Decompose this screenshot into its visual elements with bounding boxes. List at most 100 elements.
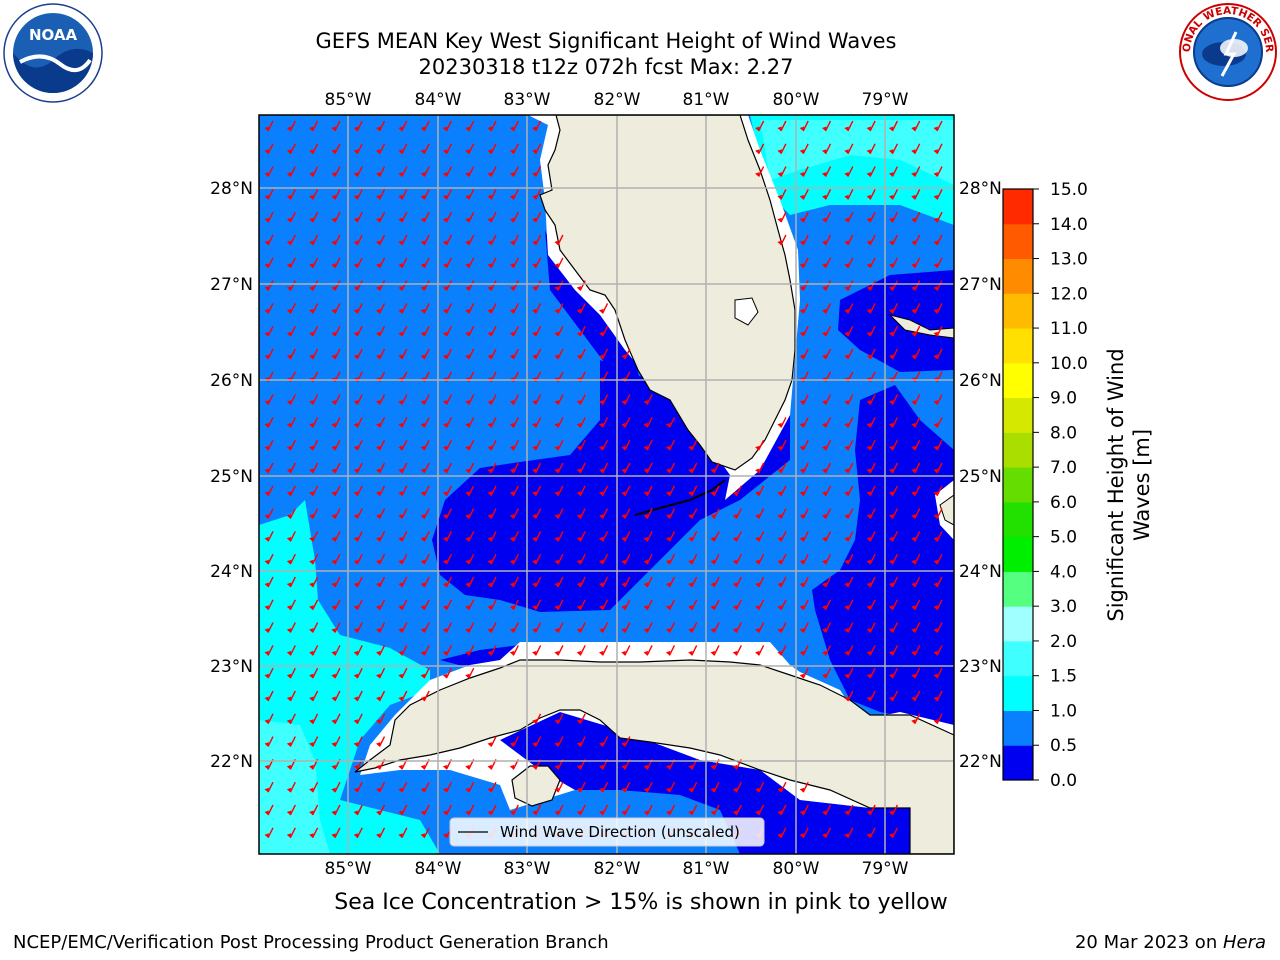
wave-arrow-168: [844, 280, 854, 291]
colorbar-segment-3: [1003, 640, 1033, 677]
wave-arrow-233: [576, 348, 586, 360]
wave-arrow-236: [799, 348, 809, 360]
wave-arrow-151: [264, 280, 274, 291]
wave-arrow-237: [822, 348, 832, 360]
wave-arrow-663: [554, 713, 564, 725]
wave-arrow-635: [465, 667, 475, 679]
wave-arrow-195: [933, 303, 943, 314]
wave-arrow-97: [487, 211, 497, 223]
wave-arrow-394: [621, 485, 631, 497]
wave-arrow-450: [487, 531, 497, 542]
wave-arrow-713: [554, 781, 564, 793]
wave-arrow-667: [264, 736, 274, 747]
wave-arrow-594: [933, 622, 943, 633]
colorbar-ticks: 0.0 0.5 1.0 1.5 2.0 3.0 4.0 5.0 6.0 7.0 8.0 9.0 10.0…: [1033, 180, 1088, 791]
wave-arrow-363: [599, 462, 609, 474]
wave-arrow-738: [554, 804, 564, 816]
wave-arrow-515: [554, 576, 564, 588]
wave-arrow-674: [509, 736, 519, 747]
wave-arrow-34: [532, 143, 542, 155]
wave-arrow-748: [777, 804, 787, 816]
wave-arrow-760: [398, 827, 408, 839]
colorbar-segment-16: [1003, 189, 1033, 225]
wave-arrow-146: [844, 257, 854, 269]
wave-arrow-32: [487, 143, 497, 155]
wave-arrow-731: [398, 804, 408, 816]
wave-arrow-621: [844, 645, 854, 656]
colorbar-tick-label-11: 9.0: [1050, 389, 1077, 409]
wave-arrow-643: [264, 690, 274, 702]
lat-label-left-4: 24°N: [210, 562, 253, 582]
wave-arrow-116: [442, 234, 453, 246]
colorbar-tick-label-6: 4.0: [1050, 562, 1077, 582]
wave-arrow-595: [264, 645, 274, 656]
wave-arrow-143: [554, 257, 564, 269]
wave-arrow-472: [286, 553, 296, 565]
wave-arrow-205: [465, 325, 475, 337]
wave-arrow-557: [799, 599, 809, 611]
wave-arrow-501: [933, 553, 943, 565]
wave-arrow-381: [331, 485, 341, 497]
wave-arrow-23: [286, 143, 296, 155]
wave-arrow-662: [532, 713, 542, 725]
wave-arrow-366: [665, 462, 676, 474]
wave-arrow-542: [465, 599, 475, 611]
lat-label-right-1: 27°N: [959, 275, 1002, 295]
wave-arrow-197: [286, 325, 296, 337]
wave-arrow-13: [755, 120, 765, 132]
wave-arrow-130: [264, 257, 274, 269]
wave-arrow-545: [532, 599, 542, 611]
wave-arrow-415: [398, 508, 408, 519]
wave-arrow-712: [487, 781, 497, 793]
wave-arrow-528: [844, 576, 854, 588]
wave-arrow-11: [509, 120, 519, 132]
lon-label-bottom-2: 83°W: [504, 859, 551, 879]
wave-arrow-304: [532, 417, 542, 428]
wave-arrow-276: [465, 394, 475, 405]
wave-arrow-749: [799, 804, 809, 816]
wave-arrow-187: [576, 303, 586, 314]
lon-label-top-6: 79°W: [862, 90, 909, 110]
wave-arrow-62: [866, 166, 876, 177]
wave-arrow-87: [264, 211, 274, 223]
wave-arrow-333: [576, 439, 586, 451]
wave-arrow-457: [643, 531, 653, 542]
wave-arrow-14: [777, 120, 787, 132]
wave-arrow-427: [665, 508, 676, 519]
wave-arrow-78: [532, 189, 542, 200]
wave-arrow-324: [376, 439, 386, 451]
wave-arrow-235: [621, 348, 631, 360]
wave-arrow-106: [911, 211, 921, 223]
wave-arrow-365: [643, 462, 653, 474]
wave-arrow-24: [309, 143, 319, 155]
wave-arrow-305: [554, 417, 564, 428]
wave-arrow-321: [309, 439, 319, 451]
wave-arrow-391: [554, 485, 564, 497]
wave-arrow-634: [442, 667, 453, 679]
wave-arrow-645: [309, 690, 319, 702]
latitude-labels: 28°N 28°N 27°N 27°N 26°N 26°N 25°N 25°N 24°N 24°N…: [210, 179, 1002, 772]
wind-wave-arrows: [264, 120, 943, 839]
wave-arrow-21: [933, 120, 943, 132]
wave-arrow-476: [376, 553, 386, 565]
wave-arrow-109: [286, 234, 296, 246]
wave-arrow-156: [376, 280, 386, 291]
wave-arrow-607: [532, 645, 542, 656]
wave-arrow-103: [844, 211, 854, 223]
wave-arrow-637: [822, 667, 832, 679]
wave-arrow-177: [353, 303, 363, 314]
wave-arrow-671: [353, 736, 363, 747]
wave-arrow-439: [933, 508, 943, 519]
wave-arrow-460: [710, 531, 720, 542]
svg-text:Significant Height of Wind: Significant Height of Wind: [1104, 348, 1128, 621]
wave-arrow-9: [465, 120, 475, 132]
wave-arrow-708: [398, 781, 408, 793]
wave-arrow-400: [755, 485, 765, 497]
wave-arrow-336: [643, 439, 653, 451]
wave-arrow-651: [844, 690, 854, 702]
wave-arrow-313: [822, 417, 832, 428]
colorbar-segment-14: [1003, 258, 1033, 294]
wave-arrow-364: [621, 462, 631, 474]
wave-arrow-285: [799, 394, 809, 405]
wave-arrow-334: [599, 439, 609, 451]
